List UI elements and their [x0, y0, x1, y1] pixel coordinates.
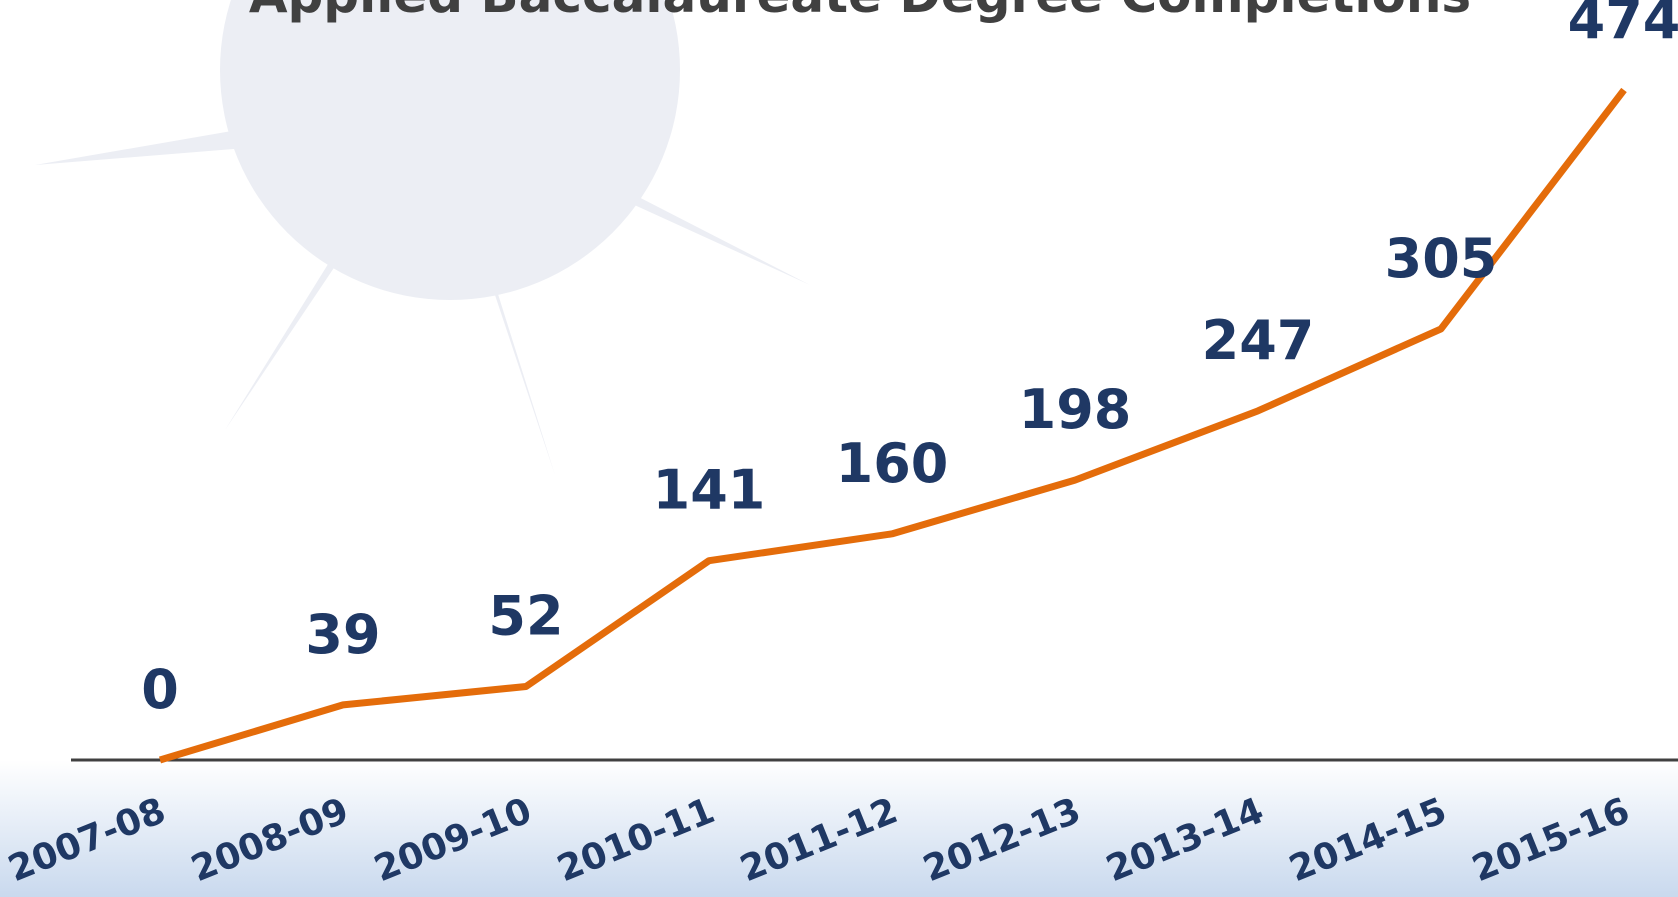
- data-label: 474: [1568, 0, 1678, 51]
- data-label: 52: [488, 584, 563, 647]
- data-label: 198: [1019, 378, 1132, 441]
- data-label: 39: [305, 603, 380, 666]
- data-label: 0: [141, 658, 179, 721]
- chart-title: Applied Baccalaureate Degree Completions: [249, 0, 1471, 24]
- data-label: 305: [1385, 227, 1498, 290]
- data-label: 247: [1202, 309, 1315, 372]
- data-label: 141: [653, 459, 766, 522]
- chart: Applied Baccalaureate Degree Completions…: [0, 0, 1678, 897]
- data-label: 160: [836, 432, 949, 495]
